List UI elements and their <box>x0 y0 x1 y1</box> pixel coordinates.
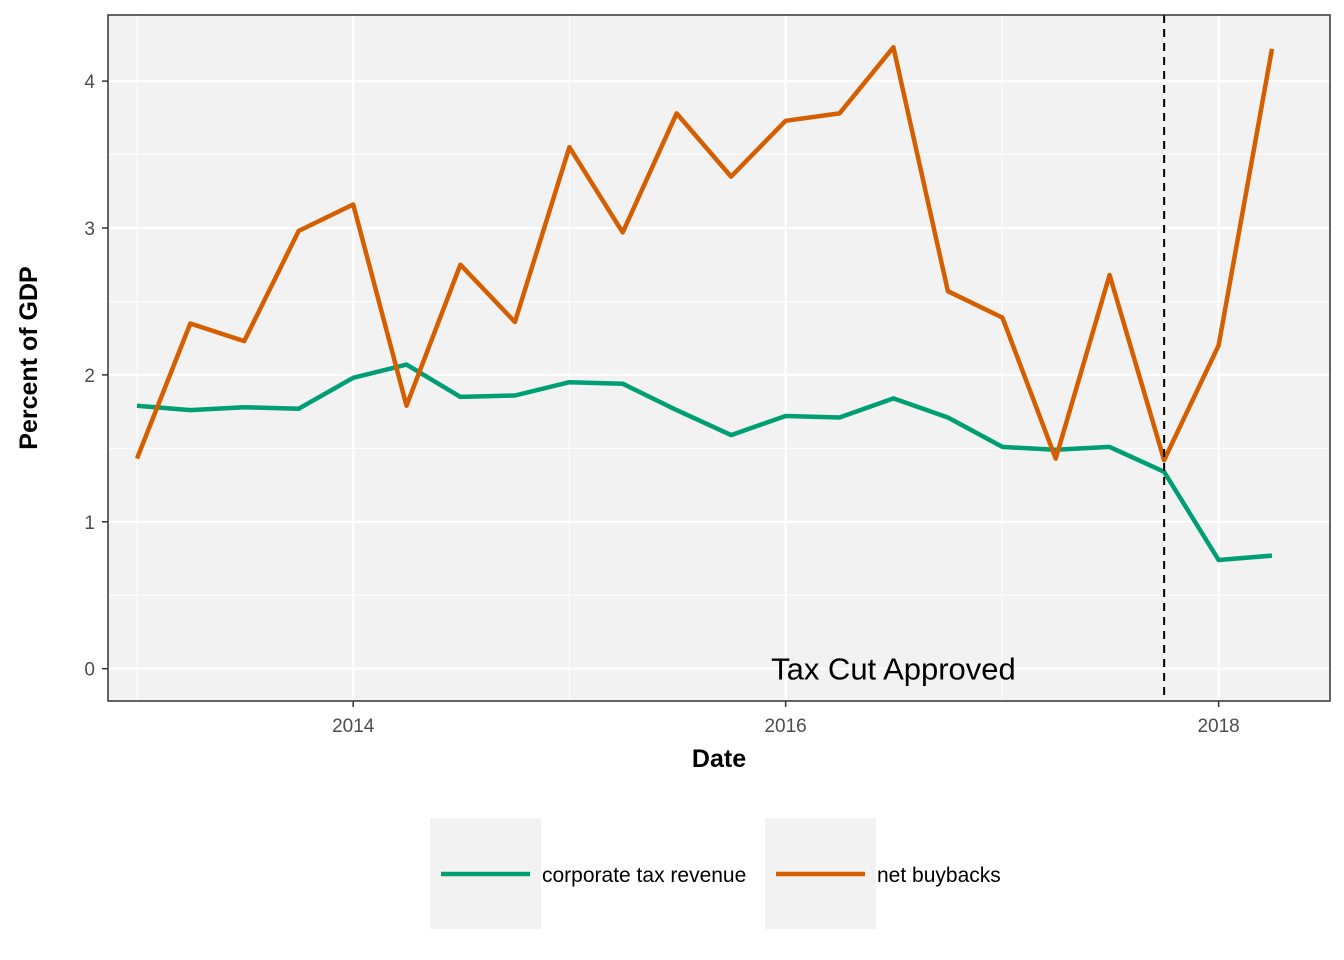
legend-label-tax: corporate tax revenue <box>542 864 746 887</box>
series-line-tax <box>136 362 1273 563</box>
y-tick-label: 2 <box>84 366 95 387</box>
grid-minor <box>108 15 1330 701</box>
legend-label-buybacks: net buybacks <box>877 864 1001 887</box>
x-tick-label: 2016 <box>764 716 806 737</box>
x-axis-ticks: 2014 2016 2018 <box>332 701 1240 737</box>
x-axis-title: Date <box>692 745 746 773</box>
y-tick-label: 1 <box>84 513 95 534</box>
y-tick-label: 4 <box>84 72 95 93</box>
plot-panel <box>108 15 1330 701</box>
x-tick-label: 2018 <box>1197 716 1239 737</box>
grid-major <box>108 15 1330 701</box>
y-tick-label: 0 <box>84 660 95 681</box>
annotation-tax-cut-approved: Tax Cut Approved <box>771 652 1016 687</box>
x-tick-label: 2014 <box>332 716 375 737</box>
y-axis-title: Percent of GDP <box>15 266 43 449</box>
plot-border <box>107 14 1331 702</box>
legend: corporate tax revenue net buybacks <box>430 818 1001 929</box>
y-axis-ticks: 0 1 2 3 4 <box>84 72 108 681</box>
series-line-buybacks <box>134 45 1275 463</box>
series-layer <box>134 45 1275 563</box>
y-tick-label: 3 <box>84 219 95 240</box>
